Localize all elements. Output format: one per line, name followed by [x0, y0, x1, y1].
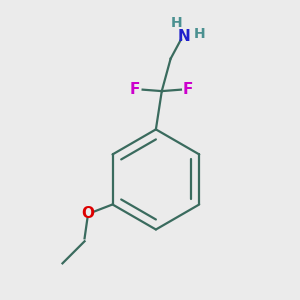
Text: N: N: [178, 29, 190, 44]
Text: F: F: [130, 82, 140, 97]
Text: H: H: [194, 27, 206, 41]
Text: O: O: [81, 206, 94, 221]
Text: H: H: [171, 16, 182, 30]
Text: F: F: [183, 82, 194, 97]
